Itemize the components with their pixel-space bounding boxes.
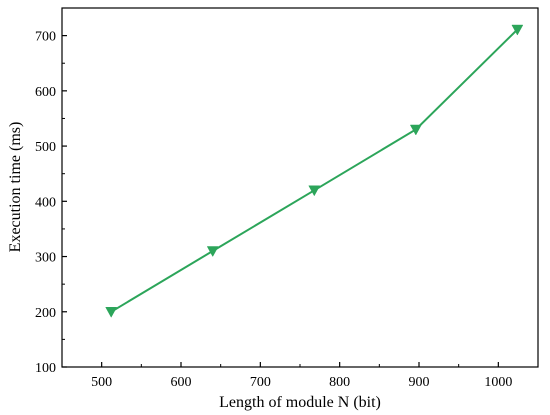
x-tick-label: 700: [250, 375, 271, 390]
y-tick-label: 500: [35, 140, 56, 155]
y-tick-label: 300: [35, 251, 56, 266]
y-tick-label: 400: [35, 195, 56, 210]
data-markers: [105, 24, 524, 318]
y-axis: 100 200 300 400 500 600 700: [35, 7, 67, 376]
x-tick-label: 500: [91, 375, 112, 390]
y-tick-label: 200: [35, 306, 56, 321]
y-tick-label: 700: [35, 30, 56, 45]
data-point-marker: [409, 124, 422, 136]
x-tick-label: 800: [329, 375, 350, 390]
x-axis: 500 600 700 800 900 1000: [91, 362, 512, 390]
x-axis-label: Length of module N (bit): [219, 394, 381, 411]
y-tick-label: 600: [35, 85, 56, 100]
x-tick-label: 600: [171, 375, 192, 390]
data-point-marker: [511, 24, 524, 36]
y-tick-label: 100: [35, 361, 56, 376]
data-point-marker: [105, 307, 118, 318]
y-axis-label: Execution time (ms): [7, 122, 24, 253]
data-point-marker: [206, 246, 219, 258]
x-tick-label: 1000: [484, 375, 512, 390]
series-line: [110, 28, 519, 313]
data-point-marker: [308, 185, 321, 197]
x-tick-label: 900: [409, 375, 430, 390]
plot-frame: [61, 7, 539, 368]
